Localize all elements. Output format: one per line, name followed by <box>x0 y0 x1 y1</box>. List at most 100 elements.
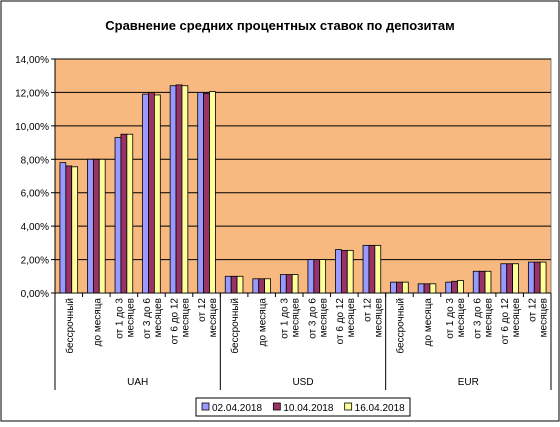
bar-2 <box>451 280 458 294</box>
category-label: бессрочный <box>394 298 406 354</box>
category-label: месяцев <box>373 298 384 337</box>
bar-3 <box>291 274 299 294</box>
bar-1 <box>279 274 287 294</box>
category-label: месяцев <box>208 298 219 337</box>
bar-1 <box>197 92 205 294</box>
category-label: до месяца <box>423 298 434 347</box>
bar-2 <box>203 92 210 294</box>
y-tick-label: 10,00% <box>15 122 49 133</box>
category-label: от 3 до 6 <box>473 298 484 339</box>
category-label: месяцев <box>291 298 302 337</box>
legend-swatch <box>344 402 353 411</box>
bar-1 <box>169 85 177 294</box>
bar-1 <box>527 261 535 294</box>
bar-1 <box>417 283 425 294</box>
bar-3 <box>181 85 189 294</box>
legend-label: 02.04.2018 <box>212 403 262 414</box>
y-tick-label: 14,00% <box>15 55 49 66</box>
bar-1 <box>114 137 122 294</box>
bar-2 <box>478 270 486 294</box>
legend-label: 16.04.2018 <box>355 403 405 414</box>
category-label: от 12 <box>528 298 539 322</box>
y-tick-label: 12,00% <box>15 88 49 99</box>
bar-2 <box>396 281 403 294</box>
y-tick-label: 8,00% <box>21 155 49 166</box>
bar-3 <box>264 278 271 294</box>
bar-3 <box>153 94 161 294</box>
category-label: от 1 до 3 <box>280 298 291 339</box>
bar-3 <box>236 275 244 294</box>
bar-1 <box>390 281 397 294</box>
category-label: от 6 до 12 <box>335 298 346 345</box>
bar-2 <box>533 261 541 294</box>
group-label: USD <box>292 377 313 388</box>
bar-1 <box>362 244 370 294</box>
legend-box <box>195 397 411 417</box>
bar-3 <box>539 261 547 294</box>
y-tick-label: 0,00% <box>21 289 49 300</box>
bar-2 <box>120 133 128 294</box>
bar-1 <box>87 158 94 294</box>
bar-1 <box>59 162 67 294</box>
legend-swatch <box>201 402 210 411</box>
category-label: до месяца <box>92 298 103 347</box>
category-label: от 12 <box>362 298 373 322</box>
bar-2 <box>423 283 431 294</box>
category-label: от 1 до 3 <box>114 298 125 339</box>
category-label: месяцев <box>181 298 192 337</box>
category-label: от 6 до 12 <box>500 298 511 345</box>
bar-2 <box>368 244 376 294</box>
bar-1 <box>224 275 232 294</box>
legend-swatch <box>272 402 281 411</box>
y-tick-label: 4,00% <box>21 222 49 233</box>
category-label: от 3 до 6 <box>142 298 153 339</box>
bar-1 <box>142 93 149 294</box>
category-label: от 3 до 6 <box>307 298 318 339</box>
category-label: месяцев <box>346 298 357 337</box>
category-label: месяцев <box>318 298 329 337</box>
bar-3 <box>346 249 354 294</box>
category-label: от 6 до 12 <box>170 298 181 345</box>
bar-3 <box>457 280 464 294</box>
bar-3 <box>512 263 519 294</box>
bar-2 <box>230 275 238 294</box>
bar-1 <box>445 281 453 294</box>
category-label: месяцев <box>125 298 136 337</box>
bar-1 <box>335 249 342 294</box>
bar-3 <box>71 166 79 294</box>
bar-3 <box>374 244 382 294</box>
category-label: месяцев <box>484 298 495 337</box>
bar-3 <box>429 283 437 294</box>
bar-2 <box>92 158 100 294</box>
y-tick-label: 2,00% <box>21 256 49 267</box>
bar-1 <box>307 259 315 294</box>
bar-2 <box>148 92 155 294</box>
bar-2 <box>175 84 183 294</box>
bar-2 <box>313 259 321 294</box>
category-label: месяцев <box>539 298 550 337</box>
bar-1 <box>500 263 508 294</box>
bar-1 <box>252 278 260 294</box>
bar-2 <box>65 165 73 294</box>
legend-label: 10.04.2018 <box>283 403 333 414</box>
category-label: бессрочный <box>229 298 241 354</box>
bar-2 <box>258 278 266 294</box>
category-label: от 1 до 3 <box>445 298 456 339</box>
category-label: месяцев <box>153 298 164 337</box>
group-label: UAH <box>127 377 148 388</box>
bar-2 <box>340 249 348 294</box>
bar-1 <box>472 270 480 294</box>
category-label: месяцев <box>511 298 522 337</box>
bar-3 <box>401 281 409 294</box>
y-tick-label: 6,00% <box>21 189 49 200</box>
category-label: от 12 <box>197 298 208 322</box>
bar-2 <box>506 263 514 294</box>
bar-3 <box>319 259 327 294</box>
category-label: бессрочный <box>64 298 76 354</box>
bar-3 <box>126 133 134 294</box>
bar-2 <box>285 274 293 294</box>
group-label: EUR <box>458 377 479 388</box>
chart-title: Сравнение средних процентных ставок по д… <box>105 18 455 33</box>
